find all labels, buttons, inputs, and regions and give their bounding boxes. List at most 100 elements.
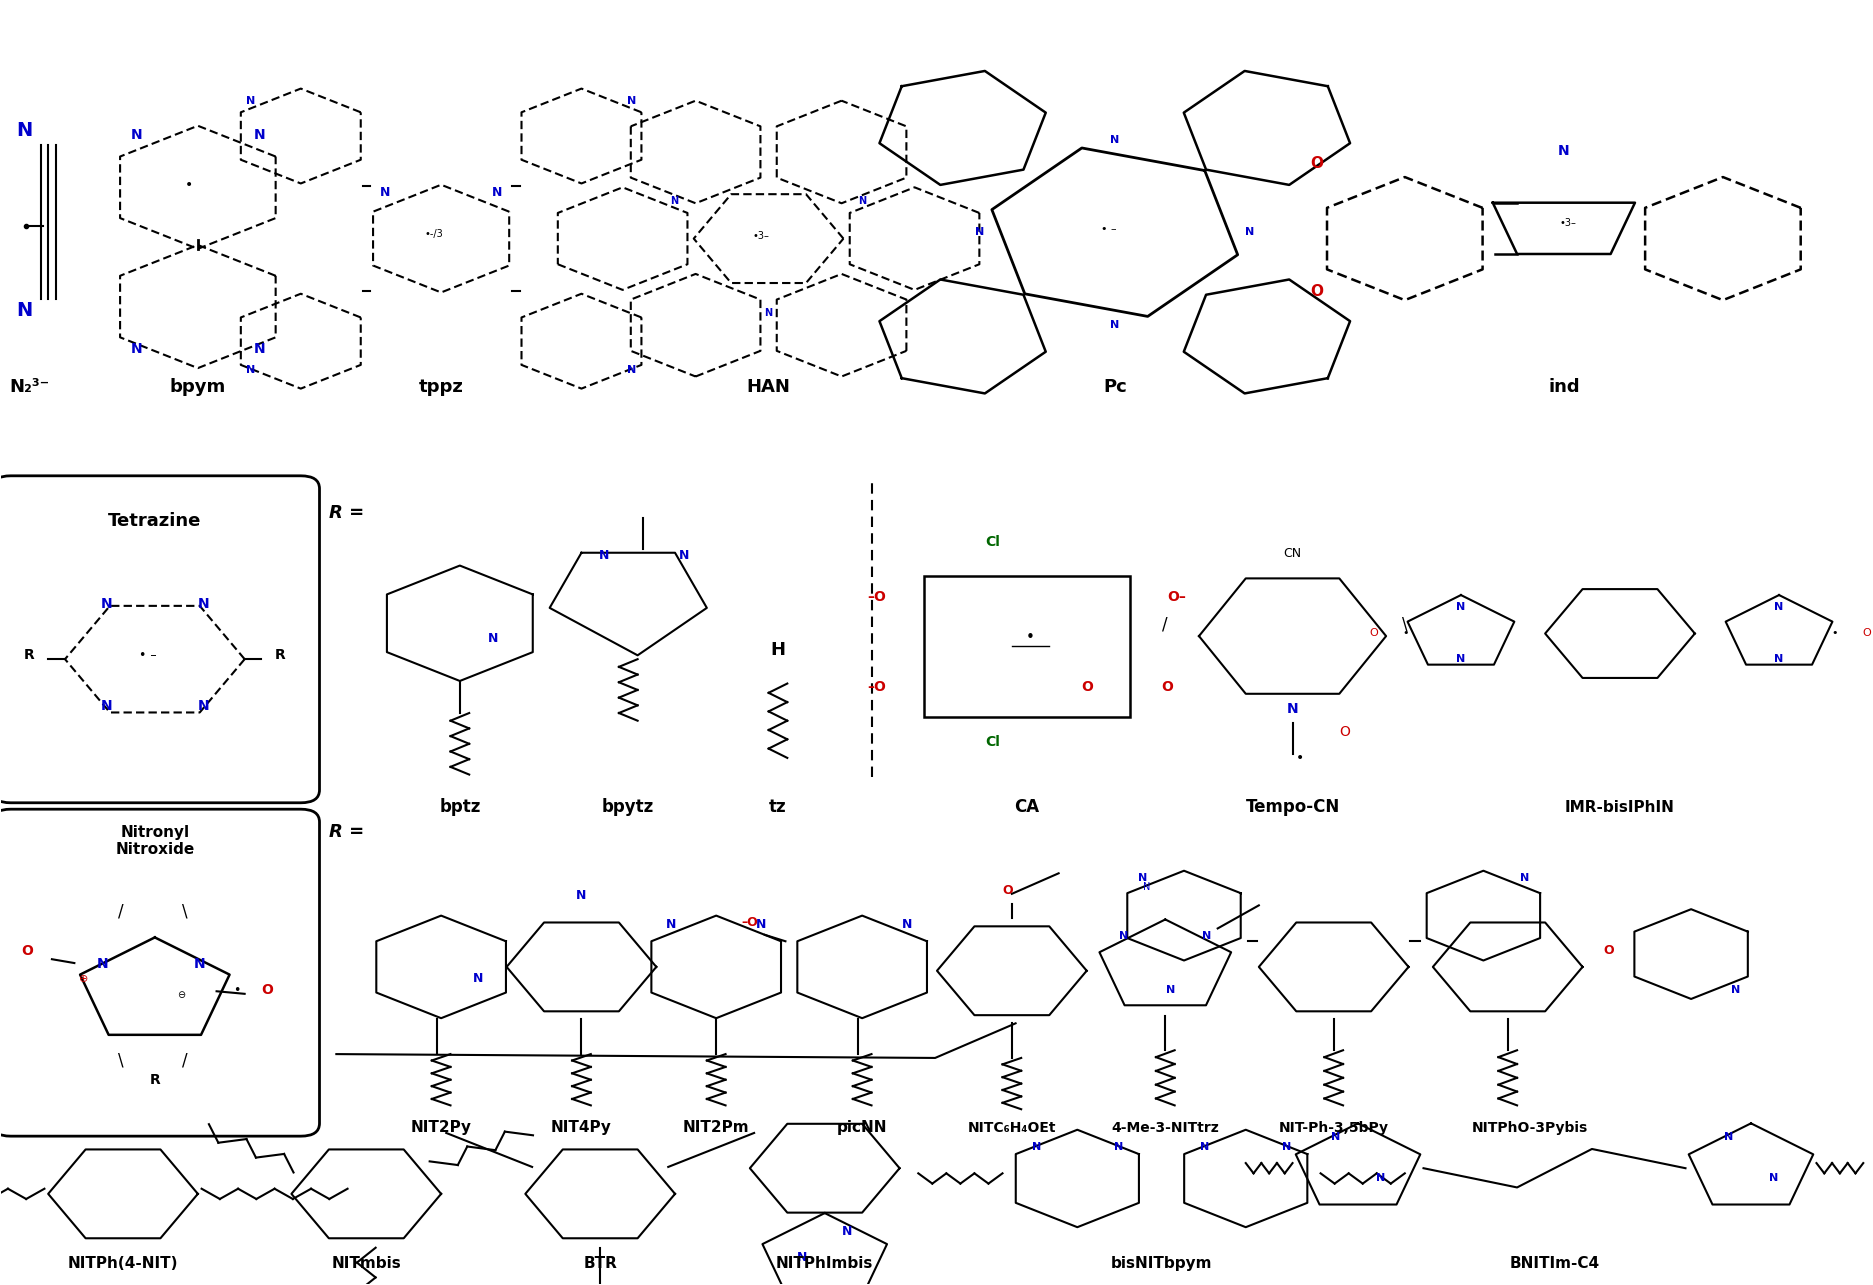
Text: N: N [627, 365, 637, 375]
Text: N: N [974, 227, 983, 238]
Text: NITmbis: NITmbis [332, 1257, 401, 1271]
Text: N: N [901, 919, 912, 932]
FancyBboxPatch shape [0, 810, 318, 1136]
Text: • –: • – [1101, 224, 1116, 234]
Text: N: N [253, 342, 266, 356]
Text: O–: O– [1167, 591, 1186, 604]
Text: •-/3: •-/3 [423, 229, 442, 239]
Text: N: N [1287, 702, 1298, 716]
Text: •: • [1026, 631, 1034, 645]
Text: tppz: tppz [418, 379, 463, 397]
Text: N: N [101, 596, 112, 610]
Text: N: N [493, 186, 502, 199]
Text: N: N [131, 342, 142, 356]
Text: • –: • – [139, 649, 155, 662]
Text: NITC₆H₄OEt: NITC₆H₄OEt [966, 1122, 1056, 1136]
Text: •3–: •3– [1558, 217, 1575, 227]
Text: N: N [1768, 1173, 1777, 1183]
Text: N: N [193, 957, 206, 971]
Text: N: N [474, 973, 483, 986]
Text: N: N [577, 889, 586, 902]
Text: N: N [1455, 603, 1465, 613]
Text: N: N [1030, 1142, 1040, 1153]
Text: BNITIm-C4: BNITIm-C4 [1508, 1257, 1600, 1271]
Text: /: / [182, 1051, 187, 1069]
Text: N: N [764, 308, 772, 317]
Text: BTR: BTR [583, 1257, 616, 1271]
Text: N: N [1455, 654, 1465, 664]
Text: NIT4Py: NIT4Py [551, 1121, 612, 1136]
Text: N: N [1109, 320, 1118, 329]
Text: H: H [770, 641, 785, 659]
Text: R: R [275, 648, 285, 662]
Text: N: N [1143, 882, 1150, 892]
Text: O: O [1603, 944, 1613, 957]
Text: N: N [1118, 930, 1128, 941]
Text: N: N [858, 197, 865, 207]
Text: N: N [678, 549, 689, 562]
Text: NITPhImbis: NITPhImbis [775, 1257, 873, 1271]
Text: N: N [671, 197, 678, 207]
Text: N: N [1165, 984, 1174, 995]
Text: picNN: picNN [837, 1121, 888, 1136]
Text: ⊕: ⊕ [79, 974, 88, 984]
Text: R =: R = [328, 504, 363, 522]
Text: O: O [1081, 680, 1092, 694]
Text: ind: ind [1547, 379, 1579, 397]
Text: N: N [1731, 984, 1740, 995]
Text: NIT-Ph-3,5bPy: NIT-Ph-3,5bPy [1277, 1122, 1388, 1136]
Text: O: O [1002, 884, 1013, 897]
Text: R =: R = [328, 824, 363, 842]
Text: ⊖: ⊖ [176, 989, 185, 1000]
Text: O: O [22, 944, 34, 959]
Text: N: N [17, 121, 32, 140]
Text: O: O [1862, 628, 1869, 639]
Text: N: N [1109, 135, 1118, 145]
Text: NITPh(4-NIT): NITPh(4-NIT) [67, 1257, 178, 1271]
Text: N: N [1113, 1142, 1122, 1153]
Text: tz: tz [768, 798, 787, 816]
Text: bisNITbpym: bisNITbpym [1111, 1257, 1212, 1271]
Text: –O: –O [867, 591, 886, 604]
Text: N₂³⁻: N₂³⁻ [9, 379, 49, 397]
Text: N: N [1774, 603, 1783, 613]
Text: NIT2Py: NIT2Py [410, 1121, 472, 1136]
Text: N: N [1199, 1142, 1208, 1153]
Text: N: N [489, 632, 498, 645]
Text: Pc: Pc [1103, 379, 1126, 397]
Text: 4-Me-3-NITtrz: 4-Me-3-NITtrz [1111, 1122, 1219, 1136]
Text: N: N [1556, 144, 1570, 158]
Text: O: O [1369, 628, 1377, 639]
Text: N: N [1330, 1132, 1339, 1142]
Text: N: N [380, 186, 390, 199]
Text: O: O [260, 983, 273, 997]
Text: Cl: Cl [985, 735, 1000, 749]
Text: N: N [97, 957, 109, 971]
Text: NITPhO-3Pybis: NITPhO-3Pybis [1472, 1122, 1588, 1136]
Text: N: N [841, 1225, 852, 1237]
Text: •: • [234, 984, 242, 997]
Text: N: N [1774, 654, 1783, 664]
Text: N: N [17, 301, 32, 320]
Text: N: N [1281, 1142, 1290, 1153]
Text: –O: –O [867, 680, 886, 694]
Text: N: N [796, 1250, 807, 1263]
Text: N: N [197, 699, 210, 713]
Text: O: O [1161, 680, 1172, 694]
Text: •: • [1830, 628, 1837, 639]
Text: N: N [1723, 1132, 1733, 1142]
Text: bptz: bptz [438, 798, 479, 816]
Text: /: / [118, 903, 124, 921]
Text: N: N [597, 549, 609, 562]
Text: Cl: Cl [985, 536, 1000, 549]
Text: N: N [245, 365, 255, 375]
Text: \: \ [118, 1051, 124, 1069]
Text: N: N [131, 127, 142, 141]
Text: CA: CA [1013, 798, 1040, 816]
Text: Tetrazine: Tetrazine [109, 511, 202, 529]
Text: N: N [1137, 873, 1146, 883]
Text: O: O [1309, 284, 1322, 299]
Text: N: N [1244, 227, 1253, 238]
Text: N: N [101, 699, 112, 713]
Text: O: O [1309, 155, 1322, 171]
